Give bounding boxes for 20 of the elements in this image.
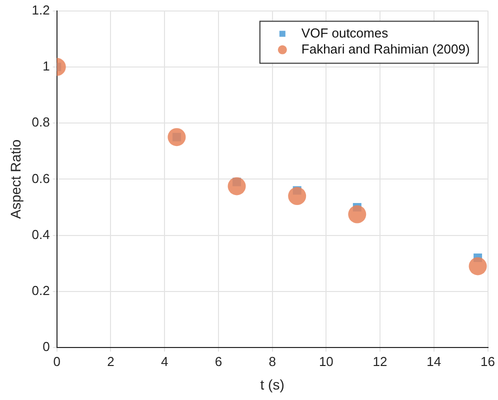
y-tick-label: 1 <box>42 58 50 74</box>
y-tick-label: 0.8 <box>32 114 50 130</box>
x-tick-label: 2 <box>107 354 114 369</box>
y-tick-label: 0.2 <box>32 283 50 298</box>
legend-label: VOF outcomes <box>301 25 389 40</box>
x-tick-label: 12 <box>372 354 388 369</box>
x-tick-label: 4 <box>160 354 168 369</box>
y-tick-label: 1.2 <box>32 2 50 18</box>
x-tick-label: 6 <box>214 354 222 369</box>
x-tick-label: 14 <box>426 354 442 369</box>
legend-label: Fakhari and Rahimian (2009) <box>301 41 470 56</box>
x-axis-title: t (s) <box>260 376 284 392</box>
y-tick-label: 0.6 <box>32 170 50 186</box>
y-tick-label: 0.4 <box>32 226 50 242</box>
x-tick-label: 8 <box>268 354 276 369</box>
x-tick-label: 16 <box>480 354 496 369</box>
y-axis-title: Aspect Ratio <box>7 139 24 219</box>
x-tick-label: 10 <box>318 354 334 369</box>
y-tick-label: 0 <box>42 339 50 354</box>
x-tick-label: 0 <box>53 354 60 369</box>
